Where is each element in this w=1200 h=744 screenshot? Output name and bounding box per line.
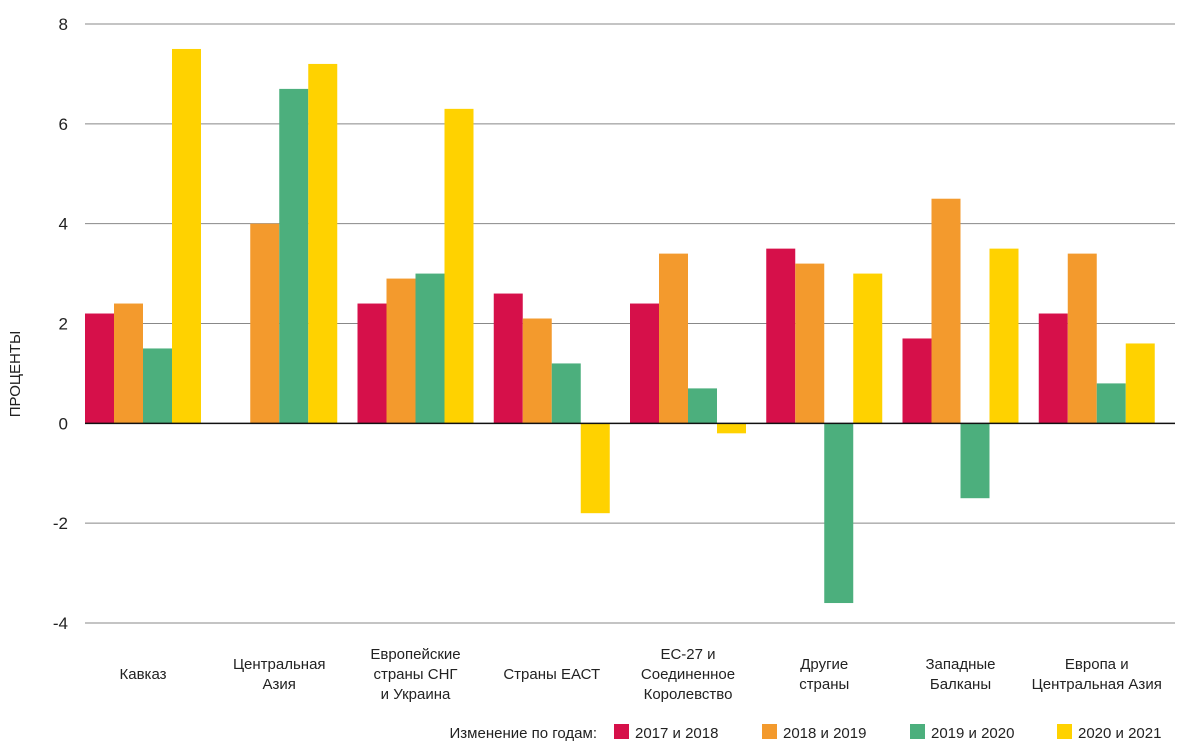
y-tick-label: 6 <box>59 115 68 134</box>
category-label: Западные Балканы <box>925 656 995 693</box>
bar <box>795 263 825 424</box>
bar <box>444 108 474 424</box>
category-label: Европа и Центральная Азия <box>1032 656 1162 693</box>
legend-label: 2018 и 2019 <box>783 725 866 742</box>
bar <box>1096 383 1126 424</box>
y-tick-label: 0 <box>59 414 68 433</box>
legend-label: 2017 и 2018 <box>635 725 718 742</box>
bar <box>1125 343 1155 424</box>
bar <box>493 293 523 424</box>
bar <box>989 248 1019 424</box>
y-tick-label: -2 <box>53 514 68 533</box>
bar <box>143 348 172 424</box>
bar <box>1067 253 1097 424</box>
legend-title: Изменение по годам: <box>450 725 597 742</box>
legend-swatch <box>1057 724 1072 739</box>
bars <box>85 48 1155 604</box>
y-axis-label: ПРОЦЕНТЫ <box>7 331 24 418</box>
bar <box>172 48 201 424</box>
bar <box>357 303 387 424</box>
bar <box>415 273 445 424</box>
bar <box>853 273 883 424</box>
legend: Изменение по годам: 2017 и 2018 2018 и 20… <box>450 724 1161 742</box>
bar <box>250 223 280 424</box>
legend-label: 2020 и 2021 <box>1078 725 1161 742</box>
legend-label: 2019 и 2020 <box>931 725 1014 742</box>
bar <box>766 248 796 424</box>
bar <box>308 63 338 424</box>
bar <box>279 88 309 424</box>
category-label: Страны ЕАСТ <box>503 666 600 683</box>
bar <box>114 303 143 424</box>
bar <box>659 253 688 424</box>
bar <box>630 303 659 424</box>
category-label: Другие страны <box>799 656 849 693</box>
category-label: Европейские страны СНГ и Украина <box>370 646 460 703</box>
bar <box>824 423 854 604</box>
legend-swatch <box>910 724 925 739</box>
bar <box>1038 313 1068 424</box>
category-label: Кавказ <box>120 666 167 683</box>
bar <box>902 338 932 424</box>
y-tick-label: 4 <box>59 215 68 234</box>
legend-swatch <box>762 724 777 739</box>
category-label: ЕС-27 и Соединенное Королевство <box>641 646 735 703</box>
y-tick-labels: -4 -2 0 2 4 6 8 <box>53 15 68 633</box>
bar <box>688 388 717 424</box>
bar <box>717 423 746 434</box>
bar <box>960 423 990 499</box>
category-label: Центральная Азия <box>233 656 326 693</box>
bar <box>551 363 581 424</box>
bar <box>931 198 961 424</box>
category-labels: Кавказ Центральная Азия Европейские страны С… <box>120 646 1162 703</box>
bar <box>85 313 114 424</box>
bar <box>522 318 552 424</box>
legend-swatch <box>614 724 629 739</box>
y-tick-label: 8 <box>59 15 68 34</box>
bar <box>386 278 416 424</box>
bar <box>580 423 610 514</box>
y-tick-label: 2 <box>59 315 68 334</box>
y-tick-label: -4 <box>53 614 68 633</box>
